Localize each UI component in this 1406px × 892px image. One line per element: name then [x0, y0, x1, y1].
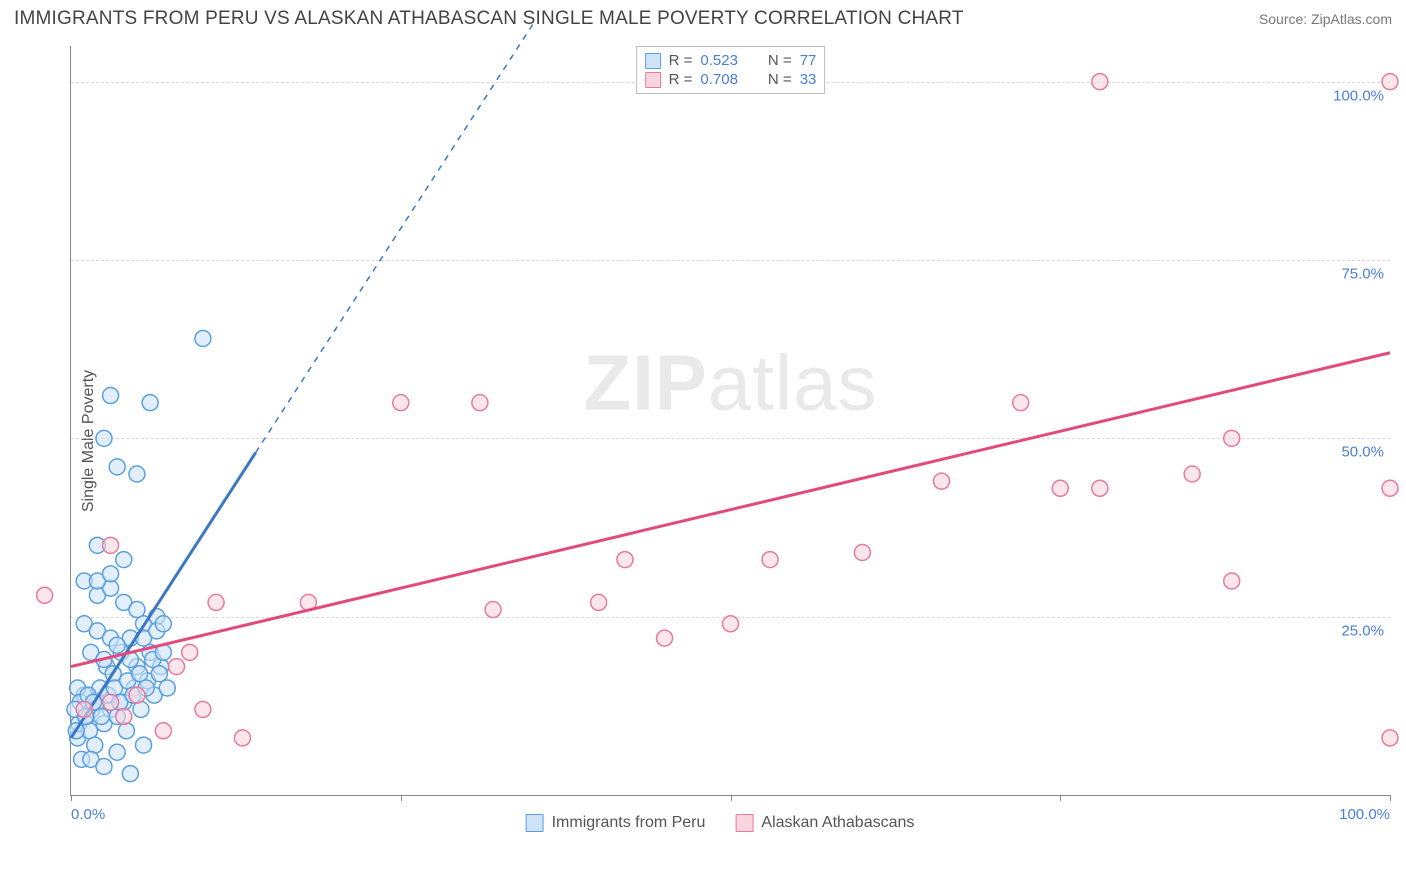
legend-label: Immigrants from Peru — [552, 814, 706, 832]
scatter-point — [109, 744, 125, 760]
scatter-point — [1382, 480, 1398, 496]
x-tick-label: 100.0% — [1339, 806, 1390, 823]
n-label: N = — [768, 52, 792, 69]
scatter-point — [591, 594, 607, 610]
scatter-point — [155, 616, 171, 632]
scatter-point — [109, 459, 125, 475]
chart-container: Single Male Poverty ZIPatlas 25.0%50.0%7… — [50, 46, 1390, 836]
scatter-point — [393, 395, 409, 411]
square-icon — [526, 814, 544, 832]
scatter-point — [76, 701, 92, 717]
scatter-point — [159, 680, 175, 696]
n-value: 33 — [800, 71, 817, 88]
r-value: 0.523 — [700, 52, 738, 69]
scatter-point — [195, 701, 211, 717]
scatter-point — [87, 737, 103, 753]
scatter-point — [762, 552, 778, 568]
scatter-point — [103, 537, 119, 553]
square-icon — [645, 72, 661, 88]
scatter-point — [129, 602, 145, 618]
scatter-point — [169, 659, 185, 675]
r-label: R = — [669, 71, 693, 88]
x-tick — [1060, 795, 1061, 801]
scatter-point — [195, 330, 211, 346]
scatter-point — [1382, 74, 1398, 90]
plot-area: ZIPatlas 25.0%50.0%75.0%100.0% 0.0%100.0… — [70, 46, 1390, 796]
scatter-point — [129, 466, 145, 482]
scatter-point — [1092, 480, 1108, 496]
scatter-point — [142, 395, 158, 411]
scatter-point — [151, 666, 167, 682]
scatter-point — [103, 694, 119, 710]
scatter-point — [129, 687, 145, 703]
legend-label: Alaskan Athabascans — [761, 814, 914, 832]
scatter-point — [1184, 466, 1200, 482]
x-tick — [731, 795, 732, 801]
scatter-point — [1224, 430, 1240, 446]
correlation-legend: R = 0.523 N = 77 R = 0.708 N = 33 — [636, 46, 826, 94]
scatter-point — [136, 737, 152, 753]
x-tick — [401, 795, 402, 801]
scatter-point — [657, 630, 673, 646]
scatter-point — [103, 566, 119, 582]
scatter-point — [1092, 74, 1108, 90]
correlation-legend-row: R = 0.708 N = 33 — [645, 70, 817, 89]
series-legend: Immigrants from Peru Alaskan Athabascans — [526, 814, 915, 832]
scatter-point — [133, 701, 149, 717]
n-label: N = — [768, 71, 792, 88]
scatter-point — [1052, 480, 1068, 496]
r-value: 0.708 — [700, 71, 738, 88]
scatter-point — [93, 709, 109, 725]
scatter-point — [472, 395, 488, 411]
scatter-point — [1224, 573, 1240, 589]
chart-title: IMMIGRANTS FROM PERU VS ALASKAN ATHABASC… — [14, 8, 964, 30]
legend-item-athabascan: Alaskan Athabascans — [735, 814, 914, 832]
square-icon — [645, 53, 661, 69]
scatter-point — [182, 644, 198, 660]
scatter-point — [854, 544, 870, 560]
x-tick — [71, 795, 72, 801]
scatter-point — [155, 723, 171, 739]
scatter-point — [234, 730, 250, 746]
scatter-point — [617, 552, 633, 568]
scatter-svg — [71, 46, 1390, 795]
scatter-point — [103, 388, 119, 404]
scatter-point — [1013, 395, 1029, 411]
scatter-point — [934, 473, 950, 489]
scatter-point — [1382, 730, 1398, 746]
scatter-point — [96, 430, 112, 446]
correlation-legend-row: R = 0.523 N = 77 — [645, 51, 817, 70]
r-label: R = — [669, 52, 693, 69]
trend-line-dashed — [256, 25, 533, 453]
x-tick — [1390, 795, 1391, 801]
scatter-point — [208, 594, 224, 610]
n-value: 77 — [800, 52, 817, 69]
scatter-point — [37, 587, 53, 603]
x-tick-label: 0.0% — [71, 806, 105, 823]
source-label: Source: ZipAtlas.com — [1259, 11, 1392, 27]
scatter-point — [116, 709, 132, 725]
scatter-point — [116, 552, 132, 568]
scatter-point — [109, 637, 125, 653]
scatter-point — [485, 602, 501, 618]
square-icon — [735, 814, 753, 832]
scatter-point — [96, 758, 112, 774]
scatter-point — [122, 766, 138, 782]
scatter-point — [723, 616, 739, 632]
scatter-point — [118, 723, 134, 739]
legend-item-peru: Immigrants from Peru — [526, 814, 706, 832]
